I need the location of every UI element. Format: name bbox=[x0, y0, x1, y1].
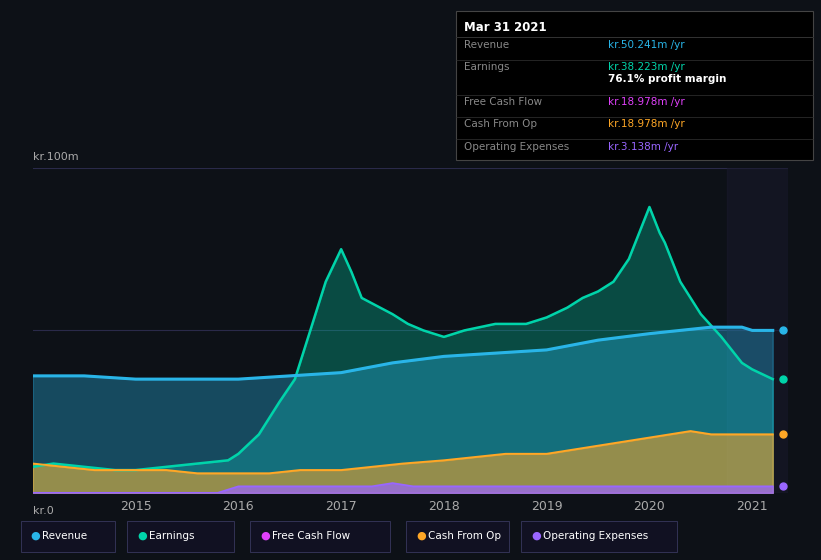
Bar bbox=[727, 168, 788, 493]
Text: kr.100m: kr.100m bbox=[33, 152, 79, 161]
Text: Revenue: Revenue bbox=[42, 531, 87, 541]
Text: ●: ● bbox=[531, 531, 541, 541]
Text: kr.50.241m /yr: kr.50.241m /yr bbox=[608, 40, 684, 50]
Text: kr.18.978m /yr: kr.18.978m /yr bbox=[608, 119, 684, 129]
Text: Cash From Op: Cash From Op bbox=[464, 119, 537, 129]
Text: Mar 31 2021: Mar 31 2021 bbox=[464, 21, 547, 34]
Text: Earnings: Earnings bbox=[464, 62, 509, 72]
Text: Free Cash Flow: Free Cash Flow bbox=[464, 97, 542, 107]
Text: ●: ● bbox=[137, 531, 147, 541]
Text: Free Cash Flow: Free Cash Flow bbox=[272, 531, 350, 541]
Text: kr.0: kr.0 bbox=[33, 506, 53, 516]
Text: Cash From Op: Cash From Op bbox=[428, 531, 501, 541]
Text: Operating Expenses: Operating Expenses bbox=[543, 531, 648, 541]
Text: ●: ● bbox=[260, 531, 270, 541]
Text: ●: ● bbox=[30, 531, 40, 541]
Text: kr.38.223m /yr: kr.38.223m /yr bbox=[608, 62, 684, 72]
Text: ●: ● bbox=[416, 531, 426, 541]
Text: Operating Expenses: Operating Expenses bbox=[464, 142, 569, 152]
Text: kr.18.978m /yr: kr.18.978m /yr bbox=[608, 97, 684, 107]
Text: 76.1% profit margin: 76.1% profit margin bbox=[608, 74, 726, 85]
Text: Revenue: Revenue bbox=[464, 40, 509, 50]
Text: kr.3.138m /yr: kr.3.138m /yr bbox=[608, 142, 677, 152]
Text: Earnings: Earnings bbox=[149, 531, 194, 541]
